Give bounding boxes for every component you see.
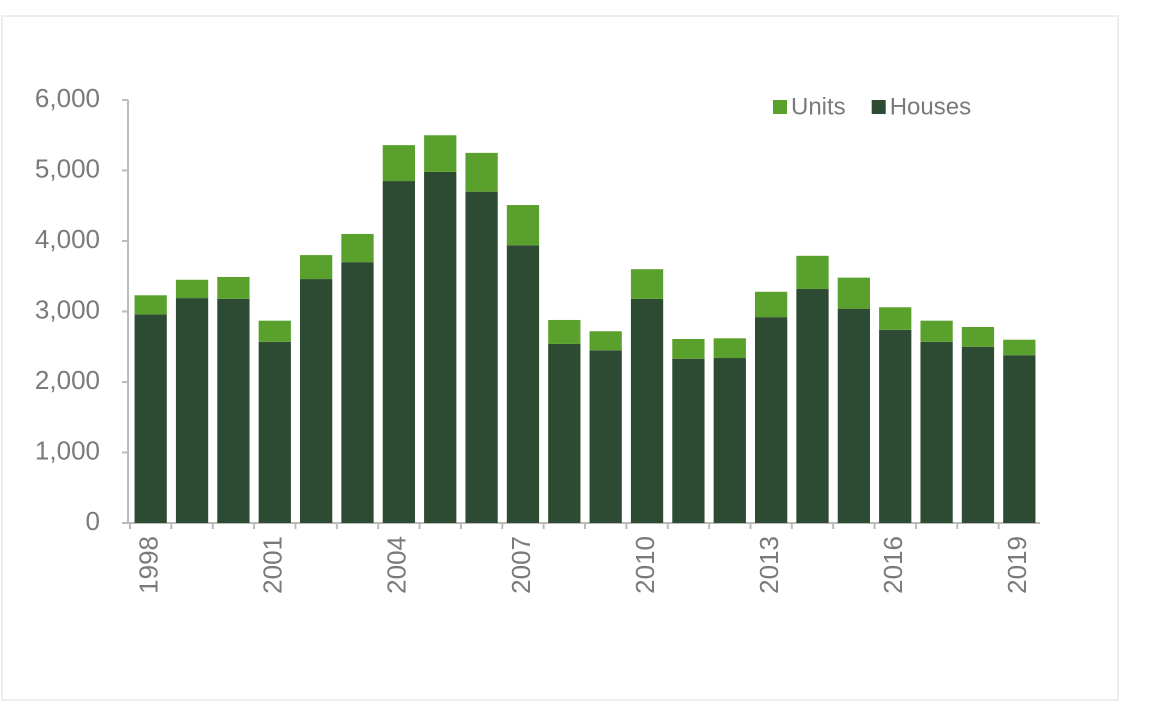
bar-segment xyxy=(382,145,415,182)
bar-segment xyxy=(755,291,788,318)
bar-segment xyxy=(300,255,333,280)
x-tick-label: 2004 xyxy=(382,536,412,594)
bar-segment xyxy=(630,298,664,523)
bar-segment xyxy=(465,152,498,192)
bar-segment xyxy=(837,308,870,523)
y-tick-label: 3,000 xyxy=(35,294,100,324)
x-tick-label: 2010 xyxy=(630,536,660,594)
bar-segment xyxy=(175,298,209,523)
bar-segment xyxy=(1003,355,1036,523)
y-tick-label: 4,000 xyxy=(35,224,100,254)
bar-segment xyxy=(796,255,829,289)
bar-segment xyxy=(134,314,167,523)
legend-label: Houses xyxy=(890,93,971,120)
bar-segment xyxy=(630,269,664,299)
bar-segment xyxy=(548,343,581,523)
x-tick-label: 2001 xyxy=(258,536,288,594)
bar-segment xyxy=(796,288,829,523)
bar-segment xyxy=(217,298,250,523)
y-tick-label: 6,000 xyxy=(35,83,100,113)
bar-segment xyxy=(672,338,705,359)
bar-segment xyxy=(713,338,746,359)
bar-segment xyxy=(672,358,705,523)
bar-segment xyxy=(424,135,457,172)
x-tick-label: 1998 xyxy=(134,536,164,594)
bar-segment xyxy=(1003,339,1036,356)
bar-segment xyxy=(713,358,746,523)
bar-segment xyxy=(424,171,457,523)
bar-segment xyxy=(755,317,788,523)
bar-segment xyxy=(879,329,912,523)
bar-segment xyxy=(217,276,250,299)
y-tick-label: 1,000 xyxy=(35,435,100,465)
y-tick-label: 0 xyxy=(86,506,100,536)
y-tick-label: 5,000 xyxy=(35,153,100,183)
bar-segment xyxy=(341,262,374,523)
bar-segment xyxy=(382,181,415,523)
legend-swatch xyxy=(773,100,787,114)
y-tick-label: 2,000 xyxy=(35,365,100,395)
bar-segment xyxy=(961,327,995,347)
legend-swatch xyxy=(871,100,886,114)
bar-segment xyxy=(506,245,540,524)
bar-segment xyxy=(961,346,995,523)
bar-segment xyxy=(589,331,622,351)
bar-segment xyxy=(465,191,498,523)
bar-segment xyxy=(589,350,622,523)
x-tick-label: 2013 xyxy=(754,536,784,594)
bar-segment xyxy=(175,279,209,299)
bar-segment xyxy=(300,279,333,523)
bar-segment xyxy=(920,341,953,523)
x-tick-label: 2016 xyxy=(878,536,908,594)
bar-segment xyxy=(258,341,291,523)
bar-segment xyxy=(920,320,953,342)
legend-label: Units xyxy=(791,93,846,120)
bar-segment xyxy=(258,320,291,342)
x-tick-label: 2019 xyxy=(1002,536,1032,594)
bar-segment xyxy=(506,205,540,246)
bar-segment xyxy=(837,277,870,309)
bar-segment xyxy=(879,307,912,330)
bar-segment xyxy=(341,233,374,263)
x-tick-label: 2007 xyxy=(506,536,536,594)
bar-segment xyxy=(134,295,167,315)
bar-segment xyxy=(548,319,581,344)
